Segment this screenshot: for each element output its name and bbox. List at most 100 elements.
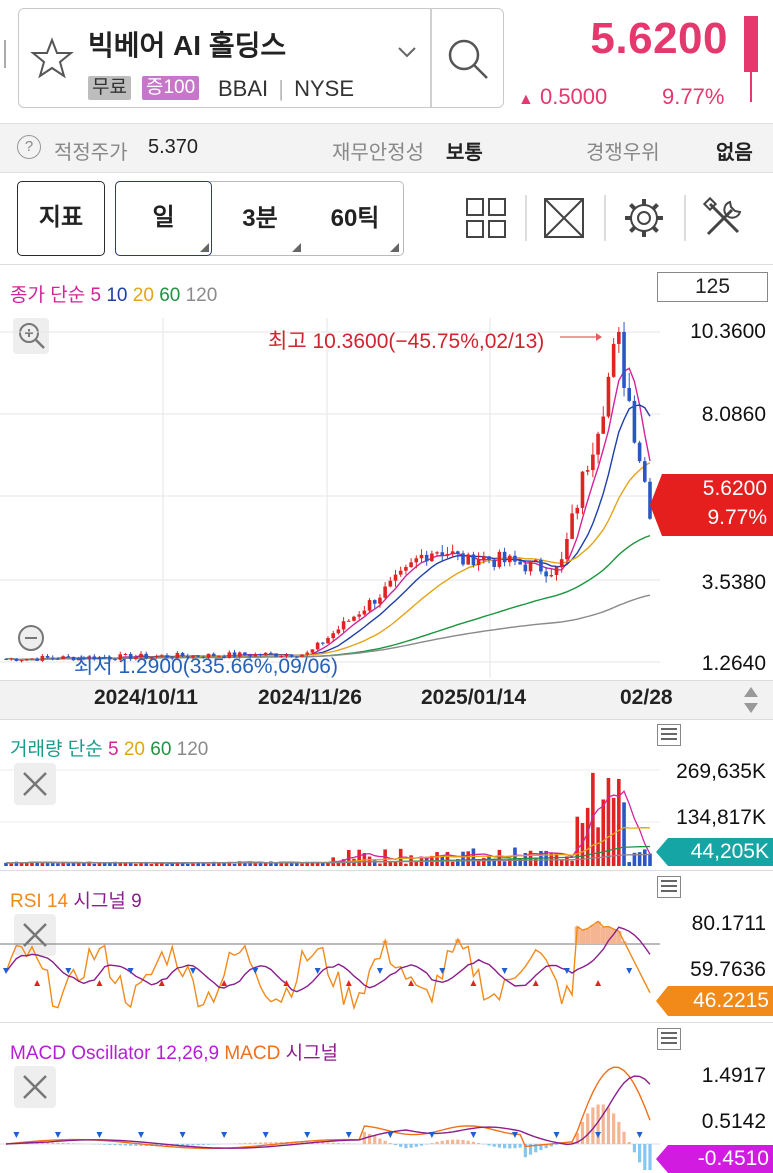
macd-hist-bar bbox=[51, 1142, 54, 1144]
macd-hist-bar bbox=[332, 1143, 335, 1144]
macd-hist-bar bbox=[347, 1143, 350, 1144]
candle bbox=[352, 616, 356, 622]
rsi-menu-icon[interactable] bbox=[657, 876, 681, 898]
indicator-button[interactable]: 지표 bbox=[17, 181, 105, 256]
tools-icon[interactable] bbox=[702, 196, 746, 240]
candle bbox=[337, 626, 341, 635]
candle bbox=[601, 406, 605, 434]
star-icon[interactable] bbox=[30, 36, 74, 80]
volume-bar bbox=[607, 778, 611, 866]
macd-hist-bar bbox=[384, 1141, 387, 1144]
high-marker bbox=[560, 333, 602, 341]
scroll-updown-icon[interactable] bbox=[742, 685, 760, 715]
candle bbox=[404, 565, 408, 575]
macd-hist-bar bbox=[456, 1140, 459, 1144]
rsi-fill-segment bbox=[595, 921, 600, 944]
candle bbox=[622, 322, 626, 396]
macd-down-arrow bbox=[13, 1132, 19, 1138]
macd-hist-bar bbox=[368, 1134, 371, 1144]
macd-hist-bar bbox=[487, 1144, 490, 1146]
candle bbox=[420, 549, 424, 562]
macd-hist-bar bbox=[638, 1144, 641, 1162]
current-macd-tag: -0.4510 bbox=[668, 1145, 773, 1173]
price-candlestick-chart[interactable] bbox=[0, 318, 660, 678]
volume-bar bbox=[461, 852, 465, 866]
rsi-legend-label: RSI 14 bbox=[10, 891, 68, 912]
volume-bar bbox=[378, 864, 382, 866]
current-volume-tag: 44,205K bbox=[668, 838, 773, 866]
macd-hist-bar bbox=[503, 1144, 506, 1148]
macd-hist-bar bbox=[477, 1143, 480, 1144]
macd-hist-bar bbox=[389, 1143, 392, 1144]
volume-bar bbox=[51, 863, 55, 866]
candle bbox=[498, 549, 502, 568]
macd-hist-bar bbox=[207, 1144, 210, 1145]
macd-hist-bar bbox=[472, 1142, 475, 1144]
macd-lines bbox=[6, 1067, 650, 1148]
macd-hist-bar bbox=[581, 1122, 584, 1144]
macd-hist-bar bbox=[415, 1144, 418, 1147]
volume-bar-chart[interactable] bbox=[0, 760, 660, 866]
price-legend-prefix: 종가 단순 bbox=[10, 285, 85, 306]
macd-down-arrow bbox=[595, 1132, 601, 1138]
date-label-1: 2024/10/11 bbox=[94, 686, 198, 710]
macd-down-arrow bbox=[263, 1132, 269, 1138]
volume-bar bbox=[285, 863, 289, 866]
macd-chart[interactable] bbox=[0, 1062, 660, 1170]
candle bbox=[373, 599, 377, 608]
chevron-down-icon[interactable] bbox=[396, 44, 418, 60]
vol-ma-line-120 bbox=[6, 855, 650, 864]
candles bbox=[4, 322, 652, 662]
macd-hist-bar bbox=[119, 1144, 122, 1145]
macd-menu-icon[interactable] bbox=[657, 1028, 681, 1050]
macd-hist-bar bbox=[259, 1142, 262, 1144]
macd-hist-bar bbox=[446, 1140, 449, 1144]
volume-bar bbox=[617, 779, 621, 866]
volume-bar bbox=[165, 864, 169, 866]
macd-hist-bar bbox=[56, 1143, 59, 1144]
help-icon[interactable]: ? bbox=[17, 135, 41, 159]
volume-menu-icon[interactable] bbox=[657, 724, 681, 746]
candle bbox=[15, 658, 19, 661]
macd-down-arrow bbox=[138, 1132, 144, 1138]
volume-bar bbox=[207, 864, 211, 866]
stock-name: 빅베어 AI 홀딩스 bbox=[88, 24, 286, 64]
search-icon[interactable] bbox=[445, 36, 491, 82]
rsi-down-arrow bbox=[502, 968, 508, 974]
search-divider bbox=[430, 9, 432, 107]
volume-bar bbox=[150, 864, 154, 866]
volume-bar bbox=[253, 863, 257, 866]
candle bbox=[466, 553, 470, 565]
candle-count-box[interactable]: 125 bbox=[657, 272, 768, 302]
macd-hist-bar bbox=[238, 1143, 241, 1144]
macd-hist-bar bbox=[498, 1144, 501, 1148]
expand-icon[interactable] bbox=[542, 196, 586, 240]
volume-bars bbox=[4, 773, 652, 866]
candle bbox=[342, 617, 346, 632]
rsi-axis-mid: 59.7636 bbox=[690, 958, 766, 982]
volume-bar bbox=[508, 859, 512, 866]
tab-day[interactable]: 일 bbox=[115, 181, 212, 256]
candle bbox=[627, 373, 631, 402]
macd-hist-bar bbox=[202, 1144, 205, 1145]
macd-down-arrow bbox=[55, 1132, 61, 1138]
tab-3min-corner bbox=[292, 243, 301, 252]
candle bbox=[41, 654, 45, 662]
volume-bar bbox=[477, 861, 481, 866]
margin-tag: 증100 bbox=[142, 76, 199, 100]
rsi-up-arrow bbox=[346, 980, 352, 986]
mini-candle-icon bbox=[744, 16, 758, 72]
candle bbox=[389, 577, 393, 587]
gear-icon[interactable] bbox=[622, 196, 666, 240]
vol-ma-120-label: 120 bbox=[177, 739, 209, 760]
current-price-tag: 5.6200 9.77% bbox=[662, 474, 773, 536]
ma-120-label: 120 bbox=[186, 285, 218, 306]
layout-grid-icon[interactable] bbox=[464, 196, 508, 240]
rsi-chart[interactable] bbox=[0, 912, 660, 1020]
rsi-line bbox=[6, 921, 650, 1008]
candle bbox=[612, 338, 616, 378]
macd-down-arrow bbox=[470, 1132, 476, 1138]
volume-bar bbox=[513, 848, 517, 866]
ma-60-label: 60 bbox=[159, 285, 180, 306]
candle bbox=[35, 657, 39, 660]
